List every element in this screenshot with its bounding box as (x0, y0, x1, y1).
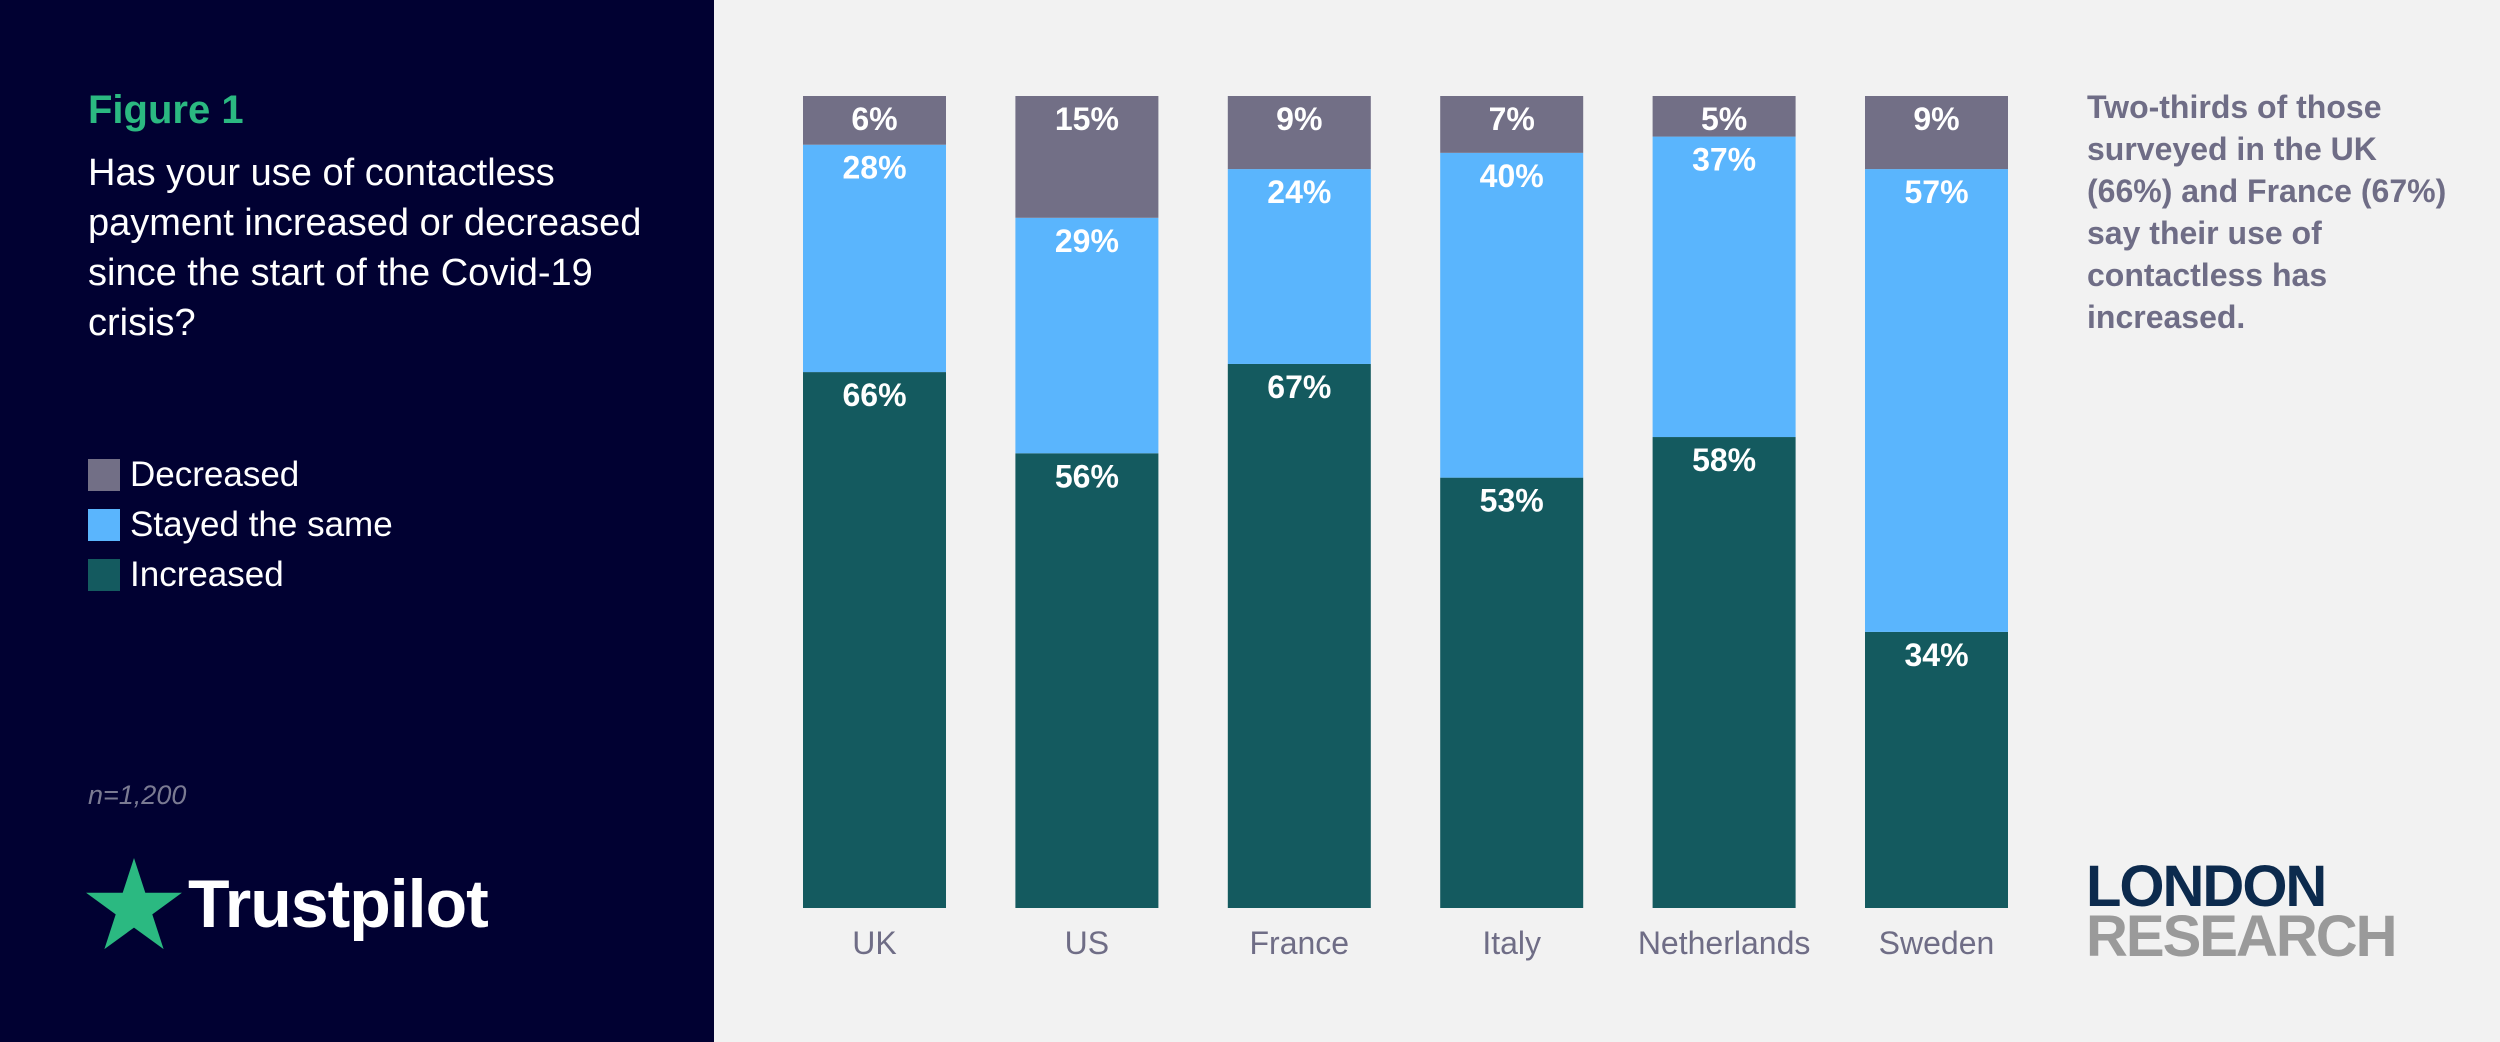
bar-uk-stayed-the-same (803, 144, 946, 373)
sample-size: n=1,200 (88, 780, 187, 810)
data-label-italy-increased: 53% (1480, 483, 1544, 519)
data-label-italy-decreased: 7% (1489, 101, 1535, 137)
data-label-netherlands-increased: 58% (1692, 442, 1756, 478)
annotation-text: Two-thirds of those surveyed in the UK (… (2087, 89, 2447, 335)
data-label-sweden-decreased: 9% (1913, 101, 1959, 137)
bar-us-stayed-the-same (1015, 217, 1159, 454)
data-label-us-stayed-the-same: 29% (1055, 223, 1119, 259)
legend-item-decreased: Decreased (88, 450, 393, 500)
legend-swatch-increased (88, 559, 120, 591)
data-label-uk-stayed-the-same: 28% (842, 150, 906, 186)
bar-france-increased (1227, 363, 1371, 909)
data-label-italy-stayed-the-same: 40% (1480, 158, 1544, 194)
logo-line-research: RESEARCH (2086, 904, 2397, 969)
category-label-us: US (1065, 925, 1109, 961)
legend-swatch-decreased (88, 459, 120, 491)
stacked-bar-chart: 66% 28% 6% UK 56% 29% 15% US 67% 24% 9% France 53% 40… (803, 96, 2008, 961)
logo-line-london: LONDON (2086, 854, 2327, 919)
chart-question: Has your use of contactless payment incr… (88, 152, 642, 344)
bar-sweden-increased (1865, 631, 2008, 908)
bar-uk-increased (803, 372, 946, 909)
legend-item-stayed-the-same: Stayed the same (88, 500, 393, 550)
london-research-logo: LONDON RESEARCH (2086, 854, 2397, 969)
data-label-netherlands-stayed-the-same: 37% (1692, 142, 1756, 178)
category-label-france: France (1250, 925, 1350, 961)
data-label-uk-increased: 66% (842, 377, 906, 413)
data-label-sweden-stayed-the-same: 57% (1904, 174, 1968, 210)
legend: Decreased Stayed the same Increased (88, 450, 393, 600)
figure-label: Figure 1 (88, 88, 244, 132)
bar-italy-decreased (1440, 96, 1584, 153)
category-label-netherlands: Netherlands (1638, 925, 1811, 961)
legend-label-increased: Increased (130, 555, 284, 594)
trustpilot-logo: Trustpilot (86, 858, 489, 950)
trustpilot-wordmark: Trustpilot (188, 866, 489, 942)
data-label-netherlands-decreased: 5% (1701, 101, 1747, 137)
bar-netherlands-decreased (1652, 96, 1796, 137)
bar-sweden-stayed-the-same (1865, 169, 2008, 632)
bar-italy-stayed-the-same (1440, 152, 1584, 478)
data-label-france-decreased: 9% (1276, 101, 1322, 137)
legend-label-stayed-the-same: Stayed the same (130, 505, 393, 544)
legend-swatch-stayed-the-same (88, 509, 120, 541)
left-panel: Figure 1 Has your use of contactless pay… (0, 0, 714, 1042)
category-label-uk: UK (852, 925, 896, 961)
bar-france-decreased (1227, 96, 1371, 170)
bar-sweden-decreased (1865, 96, 2008, 170)
bar-us-decreased (1015, 96, 1159, 218)
bar-france-stayed-the-same (1227, 169, 1371, 364)
data-label-france-stayed-the-same: 24% (1267, 174, 1331, 210)
data-label-france-increased: 67% (1267, 369, 1331, 405)
legend-label-decreased: Decreased (130, 455, 300, 494)
bar-netherlands-increased (1652, 437, 1796, 908)
category-label-sweden: Sweden (1879, 925, 1995, 961)
bar-italy-increased (1440, 477, 1584, 908)
data-label-us-increased: 56% (1055, 458, 1119, 494)
legend-item-increased: Increased (88, 550, 393, 600)
bar-netherlands-stayed-the-same (1652, 136, 1796, 438)
data-label-sweden-increased: 34% (1904, 637, 1968, 673)
data-label-uk-decreased: 6% (851, 101, 897, 137)
category-label-italy: Italy (1482, 925, 1541, 961)
star-icon (86, 858, 182, 950)
data-label-us-decreased: 15% (1055, 101, 1119, 137)
bar-us-increased (1015, 453, 1159, 908)
bar-uk-decreased (803, 96, 946, 145)
